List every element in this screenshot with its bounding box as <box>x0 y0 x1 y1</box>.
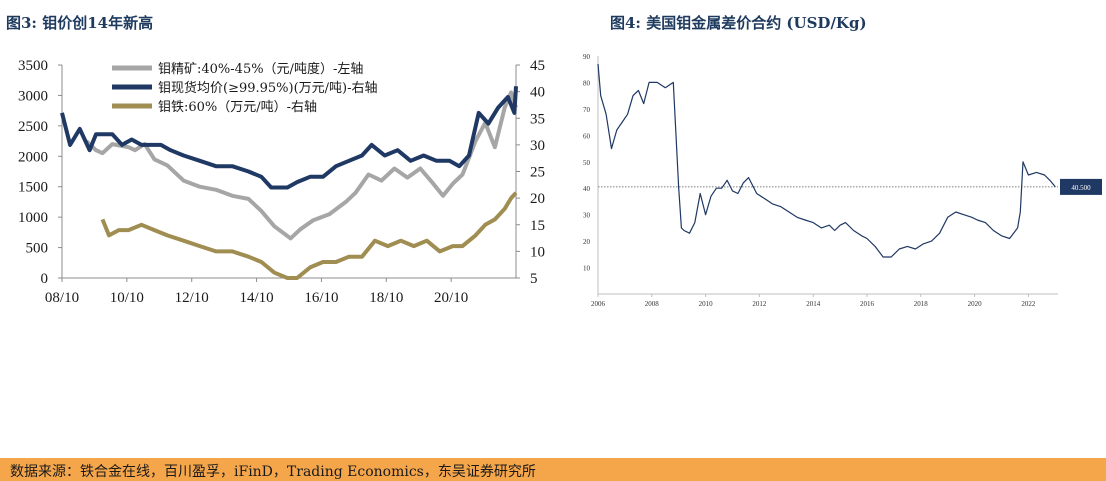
x-tick-label: 08/10 <box>45 290 79 306</box>
right-y-tick-label: 15 <box>530 218 545 234</box>
right-y-tick-label: 25 <box>530 165 545 181</box>
left-y-tick-label: 1500 <box>18 180 48 196</box>
left-y-tick-label: 2000 <box>18 149 48 165</box>
cfd-x-tick-label: 2010 <box>699 300 714 308</box>
source-text: 数据来源：铁合金在线，百川盈孚，iFinD，Trading Economics，… <box>10 464 536 480</box>
right-y-tick-label: 5 <box>530 271 538 287</box>
right-y-tick-label: 10 <box>530 244 545 260</box>
cfd-x-tick-label: 2012 <box>752 300 767 308</box>
right-y-tick-label: 35 <box>530 111 545 127</box>
cfd-last-value-label: 40.500 <box>1071 184 1091 192</box>
cfd-x-tick-label: 2014 <box>806 300 821 308</box>
cfd-x-tick-label: 2020 <box>968 300 983 308</box>
series-line-3 <box>100 191 518 280</box>
cfd-y-tick-label: 60 <box>583 132 591 140</box>
left-y-tick-label: 3000 <box>18 88 48 104</box>
right-chart-title: 图4: 美国钼金属差价合约 (USD/Kg) <box>610 14 867 32</box>
cfd-price-line <box>597 63 1056 258</box>
x-tick-label: 12/10 <box>175 290 209 306</box>
cfd-y-tick-label: 40 <box>583 185 591 193</box>
cfd-y-tick-label: 90 <box>583 53 591 61</box>
cfd-y-tick-label: 50 <box>583 159 591 167</box>
source-bar: 数据来源：铁合金在线，百川盈孚，iFinD，Trading Economics，… <box>0 458 1106 481</box>
cfd-x-tick-label: 2008 <box>645 300 660 308</box>
right-y-tick-label: 45 <box>530 58 545 74</box>
right-y-tick-label: 30 <box>530 138 545 154</box>
legend-label-1: 钼精矿:40%-45%（元/吨度）-左轴 <box>158 61 363 77</box>
x-tick-label: 20/10 <box>434 290 468 306</box>
us-molybdenum-cfd-chart: 10 20 30 40 50 60 70 80 90 2006 2008 2010 2012 2014 20… <box>583 53 1102 308</box>
x-tick-label: 10/10 <box>110 290 144 306</box>
x-tick-label: 16/10 <box>304 290 338 306</box>
right-y-tick-label: 20 <box>530 191 545 207</box>
cfd-x-tick-label: 2022 <box>1021 300 1036 308</box>
series-line-2 <box>60 86 518 190</box>
cfd-y-tick-label: 10 <box>583 265 591 273</box>
left-y-tick-label: 2500 <box>18 119 48 135</box>
molybdenum-price-chart: 0 500 1000 1500 2000 2500 3000 3500 5 10 15 20 25 30 3… <box>18 58 545 306</box>
left-y-tick-label: 0 <box>41 271 49 287</box>
x-tick-label: 14/10 <box>239 290 273 306</box>
x-tick-label: 18/10 <box>369 290 403 306</box>
legend-label-2: 钼现货均价(≥99.95%)(万元/吨)-右轴 <box>158 80 378 96</box>
left-y-tick-label: 3500 <box>18 58 48 74</box>
left-y-tick-label: 500 <box>26 241 49 257</box>
left-chart-title: 图3: 钼价创14年新高 <box>6 14 154 32</box>
cfd-y-tick-label: 80 <box>583 79 591 87</box>
cfd-last-value-box <box>1060 178 1102 195</box>
cfd-x-tick-label: 2016 <box>860 300 875 308</box>
cfd-x-tick-label: 2006 <box>591 300 606 308</box>
cfd-y-tick-label: 30 <box>583 212 591 220</box>
right-y-tick-label: 40 <box>530 85 545 101</box>
cfd-y-tick-label: 20 <box>583 238 591 246</box>
left-y-tick-label: 1000 <box>18 210 48 226</box>
cfd-x-tick-label: 2018 <box>914 300 929 308</box>
legend-label-3: 钼铁:60%（万元/吨）-右轴 <box>158 100 317 115</box>
cfd-y-tick-label: 70 <box>583 106 591 114</box>
